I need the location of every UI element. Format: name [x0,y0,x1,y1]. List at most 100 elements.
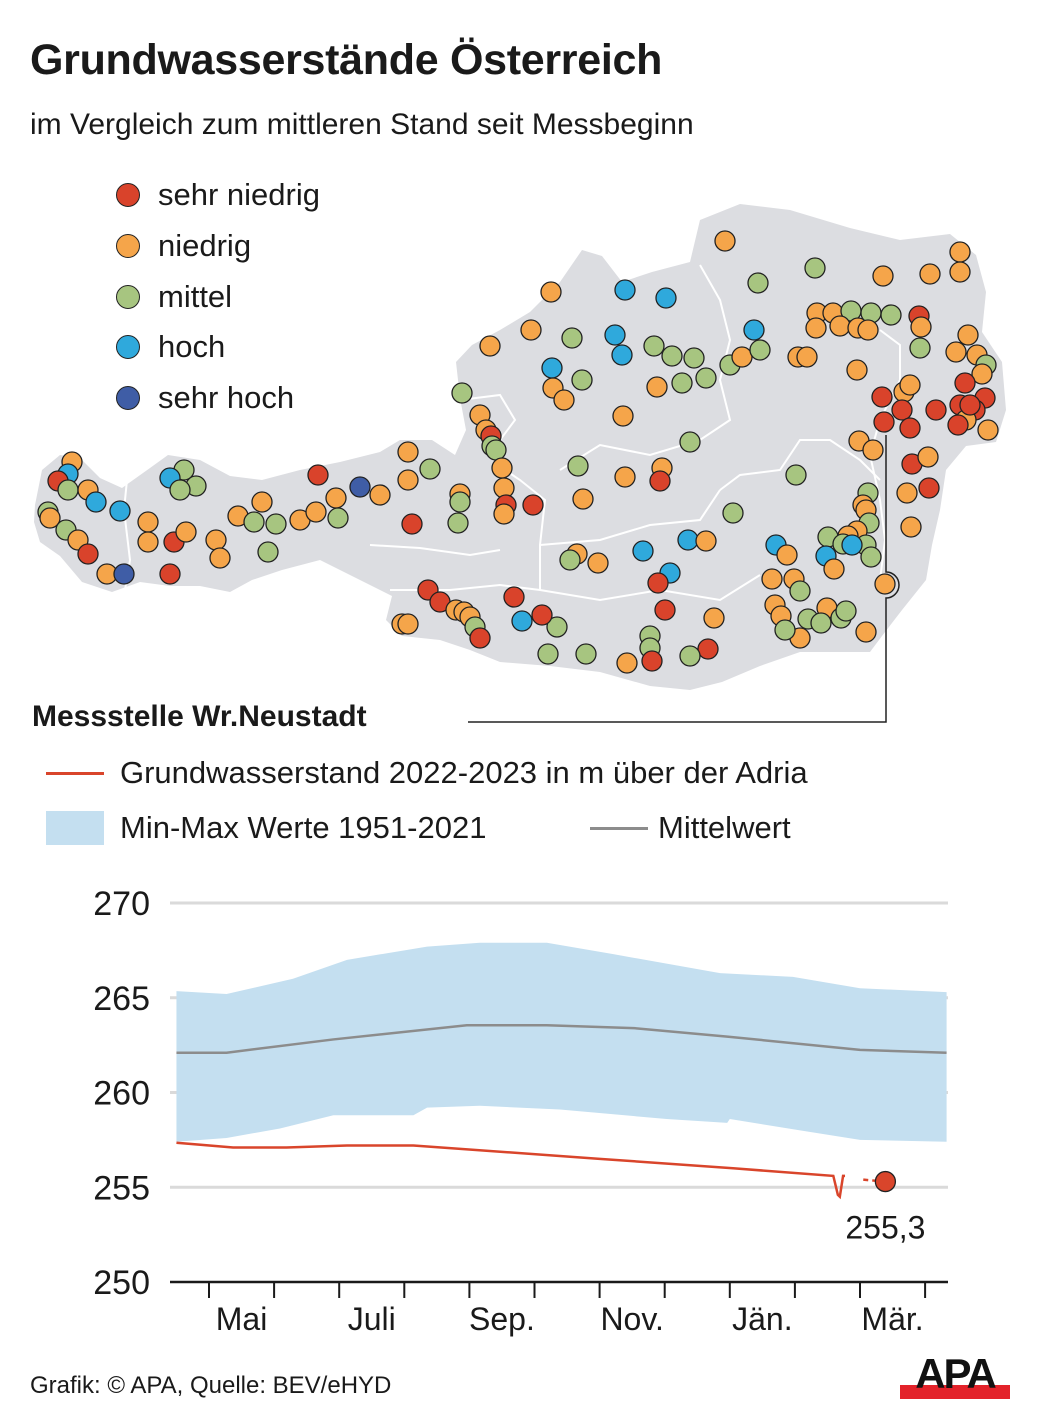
station-dot-sehr-niedrig [871,386,893,408]
legend-label: hoch [158,329,226,364]
station-dot-sehr-niedrig [925,399,947,421]
station-dot-mittel [643,335,665,357]
station-dot-sehr-niedrig [307,464,329,486]
legend-dot-icon [116,183,140,207]
footer-credit: Grafik: © APA, Quelle: BEV/eHYD [30,1372,392,1399]
blue-band-icon [46,811,104,845]
station-dot-mittel [169,479,191,501]
x-tick-label: Mai [216,1301,268,1337]
station-dot-mittel [835,600,857,622]
station-dot-niedrig [39,507,61,529]
station-dot-niedrig [251,491,273,513]
legend-dot-icon [116,386,140,410]
station-dot-niedrig [175,521,197,543]
station-dot-niedrig [977,419,999,441]
station-dot-niedrig [862,439,884,461]
station-dot-mittel [265,513,287,535]
station-dot-mittel [567,455,589,477]
station-dot-niedrig [205,529,227,551]
station-dot-niedrig [397,613,419,635]
station-dot-niedrig [491,457,513,479]
station-dot-niedrig [776,544,798,566]
station-dot-sehr-niedrig [899,417,921,439]
legend-item-hoch: hoch [116,329,225,365]
groundwater-chart: 270 265 260 255 250 255,3 Mai Juli Sep. Nov. Jän. M… [93,885,948,1337]
station-dot-niedrig [957,324,979,346]
legend-item-sehr-niedrig: sehr niedrig [116,177,320,213]
station-dot-niedrig [646,376,668,398]
station-dot-sehr-niedrig [77,543,99,565]
station-dot-sehr-niedrig [697,638,719,660]
station-dot-mittel [722,502,744,524]
x-tick-label: Mär. [861,1301,923,1337]
station-dot-sehr-niedrig [503,586,525,608]
y-tick-label: 255 [93,1169,150,1207]
station-dot-mittel [789,580,811,602]
station-dot-mittel [774,619,796,641]
chart-legend-band: Min-Max Werte 1951-2021 [46,810,486,846]
state-border [559,264,732,471]
station-dot-sehr-niedrig [954,372,976,394]
station-dot-niedrig [971,363,993,385]
station-dot-hoch [841,534,863,556]
min-max-band [176,942,947,1142]
station-dot-hoch [655,287,677,309]
station-dot-niedrig [874,573,896,595]
station-dot-sehr-niedrig [918,477,940,499]
legend-label: sehr hoch [158,380,295,415]
station-dot-mittel [571,369,593,391]
station-dot-niedrig [857,319,879,341]
gray-line-icon [590,826,648,830]
station-dot-mittel [243,511,265,533]
y-tick-label: 250 [93,1264,150,1302]
legend-dot-icon [116,335,140,359]
station-dot-mittel [449,491,471,513]
station-dot-sehr-niedrig [959,394,981,416]
station-dot-mittel [695,367,717,389]
station-dot-hoch [677,529,699,551]
station-dot-hoch [614,279,636,301]
station-dot-mittel [327,507,349,529]
station-dot-mittel [804,257,826,279]
station-dot-mittel [749,339,771,361]
station-dot-mittel [546,616,568,638]
station-dot-niedrig [695,530,717,552]
legend-label: mittel [158,279,233,314]
station-dot-mittel [447,512,469,534]
legend-dot-icon [116,234,140,258]
svg-text:APA: APA [915,1354,996,1397]
y-tick-label: 265 [93,980,150,1018]
station-dot-niedrig [896,482,918,504]
station-dot-niedrig [479,335,501,357]
station-dot-sehr-niedrig [654,599,676,621]
station-dot-hoch [541,357,563,379]
x-tick-label: Juli [348,1301,396,1337]
legend-dot-icon [116,285,140,309]
station-dot-niedrig [553,389,575,411]
station-dot-niedrig [949,241,971,263]
legend-item-sehr-hoch: sehr hoch [116,380,294,416]
x-tick-label: Nov. [600,1301,663,1337]
legend-label: Grundwasserstand 2022-2023 in m über der… [120,755,808,790]
station-dot-mittel [679,431,701,453]
station-dot-hoch [85,491,107,513]
station-dot-niedrig [796,346,818,368]
subtitle: im Vergleich zum mittleren Stand seit Me… [30,108,694,141]
station-dot-sehr-niedrig [873,411,895,433]
station-dot-hoch [743,319,765,341]
y-tick-label: 260 [93,1075,150,1113]
state-border [369,544,501,557]
station-dot-sehr-niedrig [522,494,544,516]
station-dot-niedrig [731,346,753,368]
station-dot-niedrig [520,319,542,341]
station-dot-mittel [561,327,583,349]
station-dot-mittel [419,458,441,480]
station-dot-mittel [785,464,807,486]
station-dot-hoch [511,610,533,632]
last-value-label: 255,3 [845,1210,925,1246]
last-value-dot [874,1170,897,1193]
station-dot-niedrig [612,405,634,427]
station-dot-niedrig [949,261,971,283]
groundwater-line [176,1141,846,1200]
